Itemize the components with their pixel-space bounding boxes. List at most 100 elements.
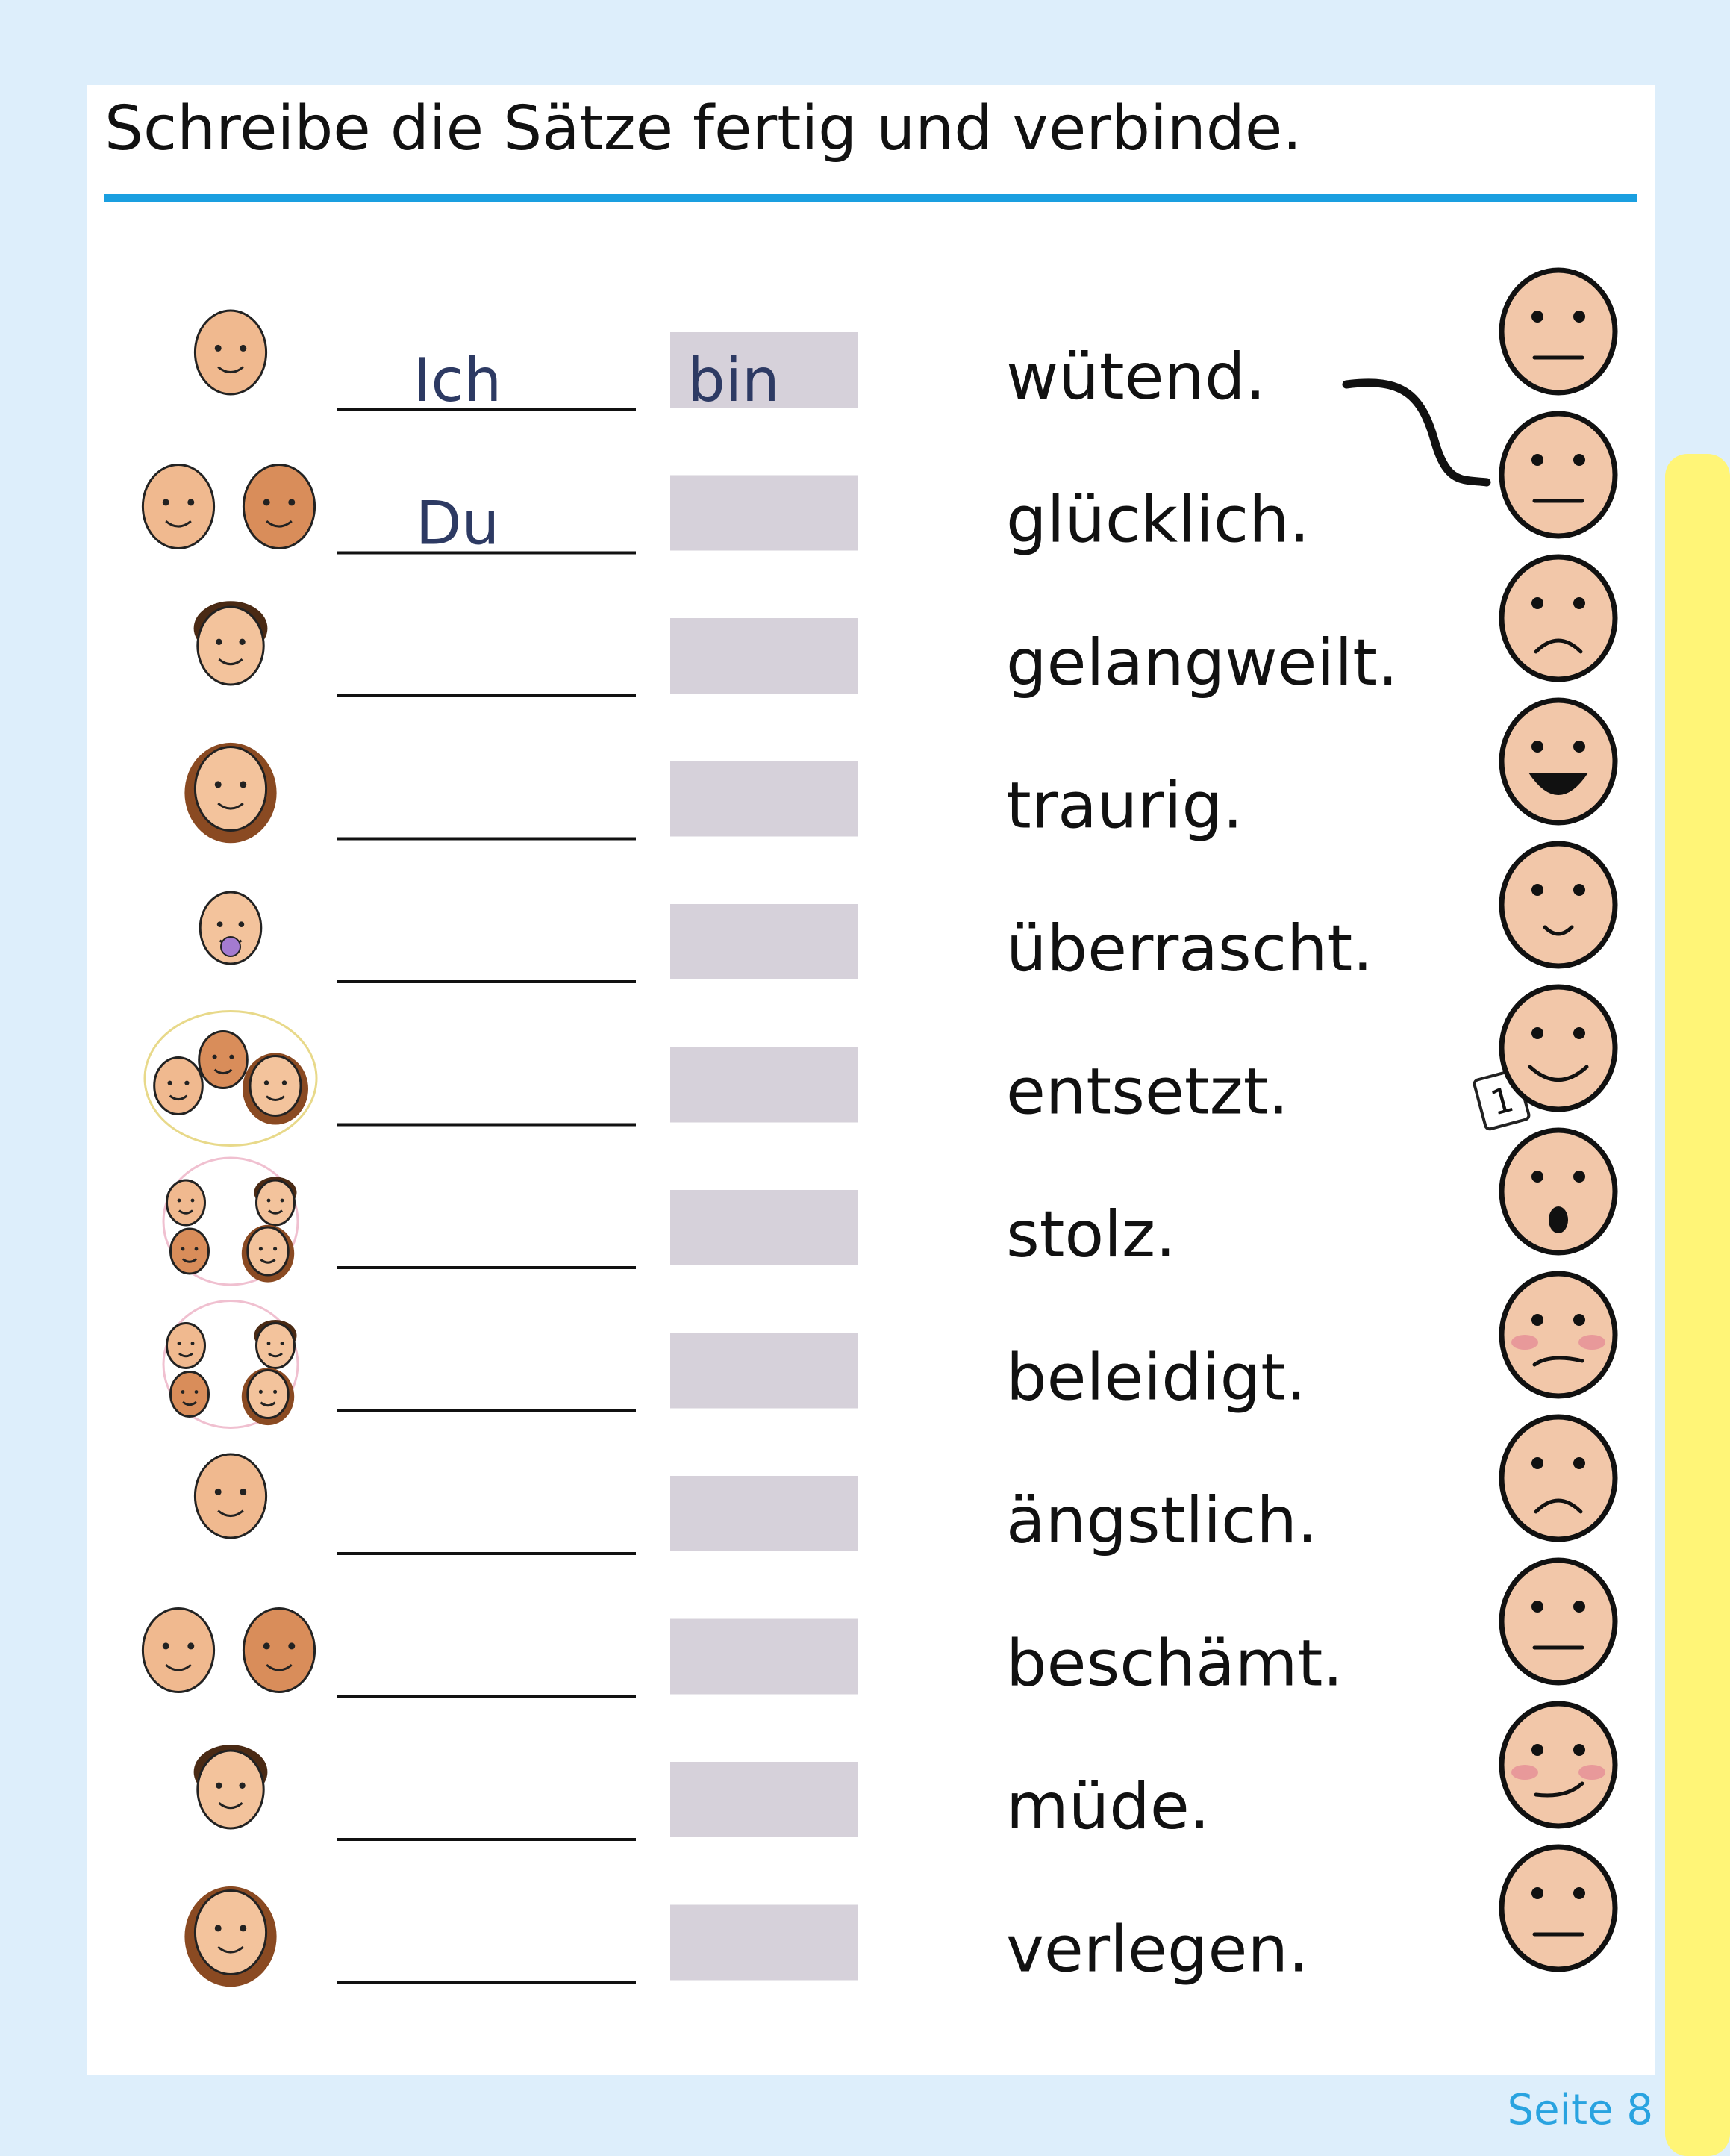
eye xyxy=(240,1488,247,1495)
emotion-face xyxy=(1499,411,1618,539)
eye xyxy=(184,1080,190,1085)
eye xyxy=(187,1642,195,1650)
face-circle xyxy=(1499,697,1618,826)
emotion-face xyxy=(1499,841,1618,969)
eye xyxy=(1573,1027,1585,1039)
eye xyxy=(214,781,222,788)
person-icon xyxy=(193,1745,268,1830)
mouth xyxy=(217,1945,244,1954)
mouth xyxy=(218,1802,243,1810)
eye xyxy=(181,1247,185,1251)
pronoun: Du xyxy=(416,489,499,558)
eye xyxy=(263,1642,270,1650)
eye xyxy=(1573,1887,1585,1899)
face-circle xyxy=(1499,984,1618,1112)
emotion-face xyxy=(1499,1701,1618,1829)
mouth xyxy=(178,1352,193,1358)
verb-box xyxy=(670,618,858,694)
mouth xyxy=(260,1401,276,1407)
emotion-word: gelangweilt. xyxy=(1006,626,1398,700)
eye xyxy=(1573,454,1585,466)
eye xyxy=(239,1782,246,1789)
mouth xyxy=(1528,1065,1589,1082)
emotion-word: beschämt. xyxy=(1006,1627,1343,1701)
eye xyxy=(258,1247,263,1251)
person-icon xyxy=(162,1156,299,1286)
eye xyxy=(216,1782,222,1789)
mouth xyxy=(268,1209,283,1215)
head xyxy=(141,1607,216,1693)
mouth xyxy=(1532,1356,1584,1367)
head xyxy=(246,1369,290,1419)
head xyxy=(193,746,268,832)
head xyxy=(166,1179,206,1227)
eye xyxy=(240,1925,247,1932)
eye xyxy=(1531,1027,1543,1039)
eye xyxy=(214,1925,222,1932)
eye xyxy=(1531,597,1543,609)
mouth xyxy=(1534,638,1583,654)
emotion-face xyxy=(1499,984,1618,1112)
eye xyxy=(1531,741,1543,753)
verb-box xyxy=(670,761,858,837)
title-rule xyxy=(104,194,1637,202)
head xyxy=(153,1056,204,1115)
eye xyxy=(1531,454,1543,466)
pacifier xyxy=(220,936,241,957)
eye xyxy=(214,1488,222,1495)
mouth xyxy=(182,1258,197,1263)
person-icon xyxy=(199,891,263,965)
face-circle xyxy=(1499,411,1618,539)
eye xyxy=(212,1054,217,1059)
eye xyxy=(1573,1314,1585,1326)
verb-box xyxy=(670,332,858,408)
mouth xyxy=(1549,1206,1568,1233)
eye xyxy=(238,921,245,928)
mouth xyxy=(266,520,293,528)
eye xyxy=(263,1080,269,1085)
blush xyxy=(1511,1335,1538,1350)
eye xyxy=(194,1390,199,1394)
emotion-word: müde. xyxy=(1006,1769,1210,1844)
eye xyxy=(162,1642,169,1650)
emotion-word: ängstlich. xyxy=(1006,1483,1317,1558)
mouth xyxy=(266,1095,285,1101)
head xyxy=(193,1889,268,1975)
eye xyxy=(1573,884,1585,896)
head xyxy=(249,1055,302,1117)
verb-box xyxy=(670,904,858,979)
title: Schreibe die Sätze fertig und verbinde. xyxy=(104,93,1302,164)
person-icon xyxy=(141,464,316,549)
emotion-face xyxy=(1499,267,1618,396)
face-circle xyxy=(1499,267,1618,396)
head xyxy=(169,1227,210,1275)
emotion-face xyxy=(1499,554,1618,682)
mouth xyxy=(165,1663,192,1671)
person-icon xyxy=(184,1886,277,1987)
person-icon xyxy=(141,1607,316,1693)
face-circle xyxy=(1499,1414,1618,1542)
eye xyxy=(273,1247,278,1251)
eye xyxy=(240,781,247,788)
eye xyxy=(1531,311,1543,323)
head xyxy=(255,1179,296,1227)
yellow-strip xyxy=(1665,454,1730,2156)
sheet-panel xyxy=(87,85,1655,2075)
eye xyxy=(1573,1457,1585,1469)
eye xyxy=(1531,1887,1543,1899)
face-circle xyxy=(1499,1127,1618,1256)
emotion-word: traurig. xyxy=(1006,769,1243,844)
eye xyxy=(187,499,195,506)
eye xyxy=(1531,1314,1543,1326)
head xyxy=(246,1226,290,1277)
mouth xyxy=(268,1352,283,1358)
verb-box xyxy=(670,475,858,551)
eye xyxy=(273,1389,278,1394)
emotion-face xyxy=(1499,1844,1618,1972)
eye xyxy=(280,1198,284,1203)
eye xyxy=(1531,1601,1543,1613)
eye xyxy=(216,638,222,645)
face-circle xyxy=(1499,554,1618,682)
blush xyxy=(1578,1765,1605,1780)
